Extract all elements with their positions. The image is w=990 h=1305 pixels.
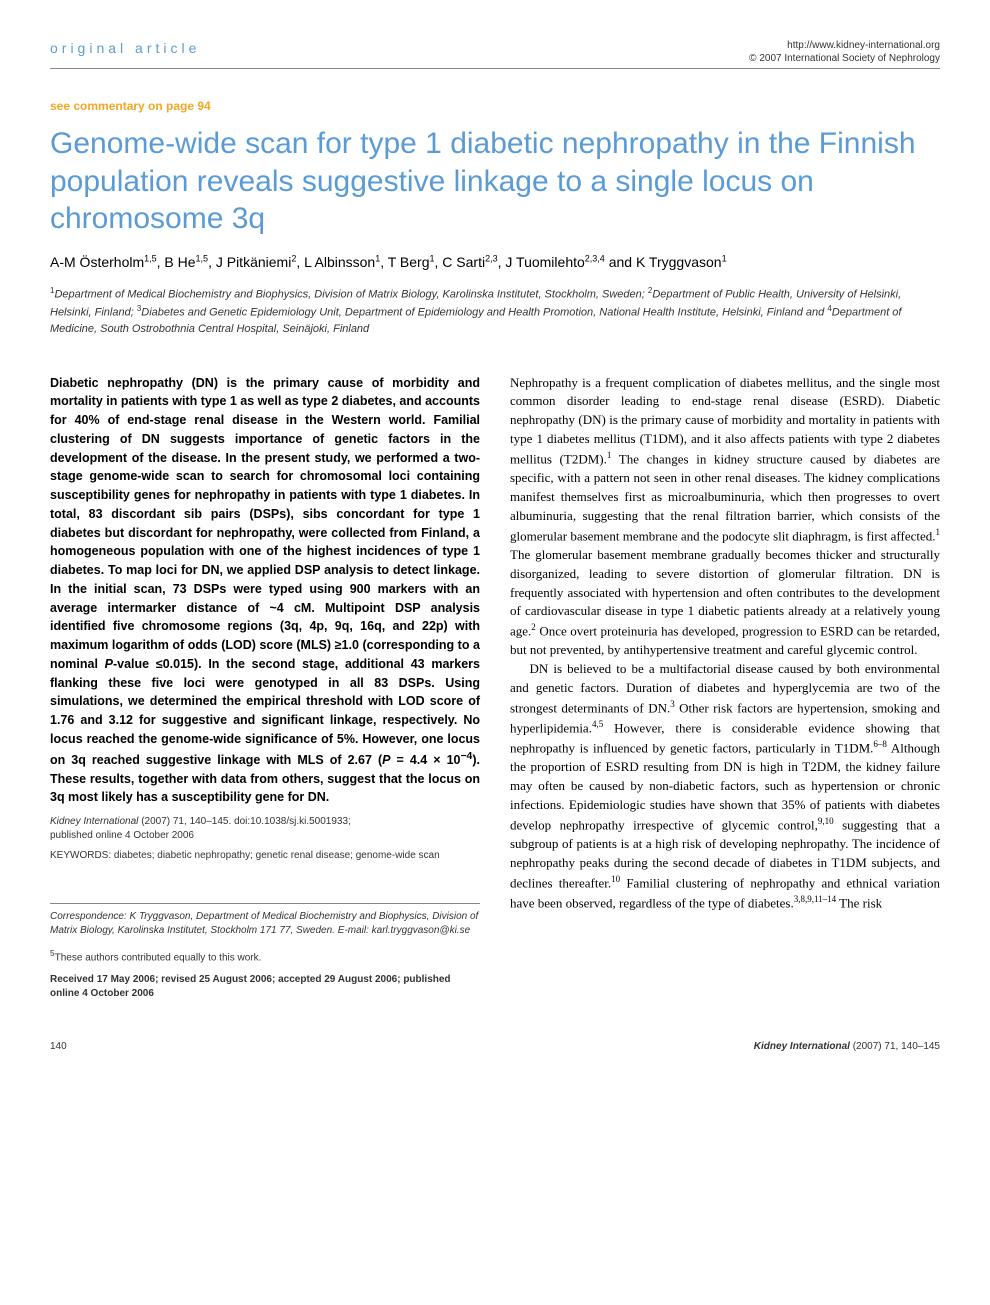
copyright: © 2007 International Society of Nephrolo… <box>749 53 940 64</box>
footer-journal-ref: Kidney International (2007) 71, 140–145 <box>754 1041 940 1052</box>
journal-url[interactable]: http://www.kidney-international.org <box>749 40 940 51</box>
page-footer: 140 Kidney International (2007) 71, 140–… <box>50 1041 940 1052</box>
citation-pages: 140–145. <box>190 816 232 827</box>
article-dates: Received 17 May 2006; revised 25 August … <box>50 973 480 1001</box>
two-column-layout: Diabetic nephropathy (DN) is the primary… <box>50 374 940 1002</box>
footer-journal-name: Kidney International <box>754 1041 850 1052</box>
equal-contribution-note: 5These authors contributed equally to th… <box>50 948 480 963</box>
abstract: Diabetic nephropathy (DN) is the primary… <box>50 374 480 807</box>
keywords: KEYWORDS: diabetes; diabetic nephropathy… <box>50 849 480 863</box>
citation-doi: doi:10.1038/sj.ki.5001933; <box>234 816 351 827</box>
body-paragraph-2: DN is believed to be a multifactorial di… <box>510 660 940 913</box>
citation-pub-online: published online 4 October 2006 <box>50 830 194 841</box>
article-title: Genome-wide scan for type 1 diabetic nep… <box>50 125 940 238</box>
affiliations: 1Department of Medical Biochemistry and … <box>50 285 940 338</box>
authors: A-M Österholm1,5, B He1,5, J Pitkäniemi2… <box>50 252 940 273</box>
footer-ref: (2007) 71, 140–145 <box>853 1041 940 1052</box>
citation: Kidney International (2007) 71, 140–145.… <box>50 815 480 843</box>
citation-year-vol: (2007) 71, <box>141 816 187 827</box>
page-header: original article http://www.kidney-inter… <box>50 40 940 69</box>
section-label: original article <box>50 40 200 56</box>
citation-journal: Kidney International <box>50 816 138 827</box>
page-number: 140 <box>50 1041 67 1052</box>
body-paragraph-1: Nephropathy is a frequent complication o… <box>510 374 940 661</box>
commentary-link[interactable]: see commentary on page 94 <box>50 99 940 113</box>
correspondence: Correspondence: K Tryggvason, Department… <box>50 903 480 938</box>
header-right: http://www.kidney-international.org © 20… <box>749 40 940 64</box>
right-column: Nephropathy is a frequent complication o… <box>510 374 940 1002</box>
left-column: Diabetic nephropathy (DN) is the primary… <box>50 374 480 1002</box>
